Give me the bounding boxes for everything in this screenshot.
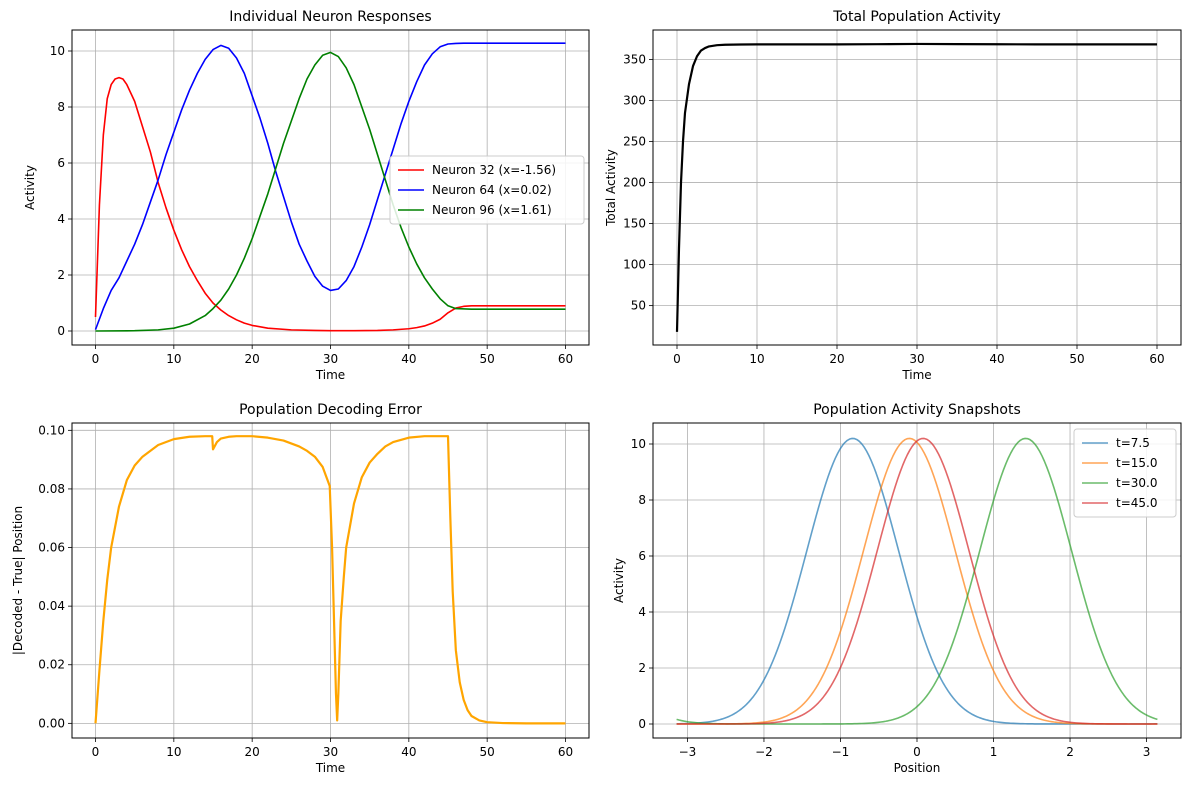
series-line-1 <box>94 76 566 332</box>
x-tick-label: 40 <box>989 352 1004 366</box>
y-tick-label: 0.04 <box>38 599 65 613</box>
y-tick-label: 0.06 <box>38 541 65 555</box>
x-tick-label: 20 <box>245 745 260 759</box>
legend-label: t=15.0 <box>1116 456 1157 470</box>
legend-box <box>389 155 585 225</box>
legend-box <box>1073 428 1177 518</box>
x-tick-label: 2 <box>1066 745 1074 759</box>
x-tick-label: 20 <box>245 352 260 366</box>
y-tick-label: 0.08 <box>38 482 65 496</box>
y-tick-label: 2 <box>638 661 646 675</box>
x-tick-label: 0 <box>673 352 681 366</box>
y-axis-label: Activity <box>23 165 37 210</box>
y-tick-label: 10 <box>50 44 65 58</box>
x-tick-label: 30 <box>323 745 338 759</box>
x-tick-label: 0 <box>92 352 100 366</box>
chart-4: −3 −2 −1 0 1 2 3 0 2 4 6 8 10 Population Activity Sna… <box>612 402 1182 775</box>
y-tick-label: 6 <box>638 549 646 563</box>
legend: Neuron 32 (x=-1.56) Neuron 64 (x=0.02) Neu… <box>389 155 585 225</box>
x-tick-label: 40 <box>401 352 416 366</box>
series-line-2 <box>94 42 566 330</box>
x-tick-label: 30 <box>909 352 924 366</box>
series-line-4 <box>676 437 1158 725</box>
y-tick-label: 0.10 <box>38 423 65 437</box>
x-tick-label: 60 <box>558 352 573 366</box>
y-tick-label: 150 <box>623 217 646 231</box>
y-axis-label: Total Activity <box>604 149 618 227</box>
chart-title: Individual Neuron Responses <box>229 9 431 25</box>
x-tick-label: −1 <box>832 745 850 759</box>
y-tick-label: 4 <box>638 605 646 619</box>
chart-title: Total Population Activity <box>832 9 1001 25</box>
x-tick-label: 50 <box>480 745 495 759</box>
y-tick-label: 0 <box>57 324 65 338</box>
x-axis-label: Time <box>315 761 345 775</box>
x-tick-label: 10 <box>166 745 181 759</box>
x-tick-label: 1 <box>990 745 998 759</box>
x-tick-label: −2 <box>755 745 773 759</box>
x-tick-label: 0 <box>913 745 921 759</box>
chart-3: 0 10 20 30 40 50 60 0.00 0.02 0.04 0.06 0.08 0.10 Pop… <box>11 402 590 775</box>
y-tick-label: 0.02 <box>38 658 65 672</box>
series-line-1 <box>675 42 1157 332</box>
chart-title: Population Activity Snapshots <box>813 402 1021 418</box>
x-tick-label: 0 <box>92 745 100 759</box>
legend-label: Neuron 96 (x=1.61) <box>432 203 552 217</box>
y-tick-label: 10 <box>631 437 646 451</box>
x-tick-label: 10 <box>749 352 764 366</box>
x-axis-label: Time <box>901 368 931 382</box>
x-axis-label: Time <box>315 368 345 382</box>
x-tick-label: 50 <box>480 352 495 366</box>
y-tick-label: 2 <box>57 268 65 282</box>
y-tick-label: 6 <box>57 156 65 170</box>
y-tick-label: 4 <box>57 212 65 226</box>
legend: t=7.5 t=15.0 t=30.0 t=45.0 <box>1073 428 1177 518</box>
x-tick-label: 20 <box>829 352 844 366</box>
chart-1: 0 10 20 30 40 50 60 0 2 4 6 8 10 Individual Neuron Re… <box>23 9 590 382</box>
y-tick-label: 50 <box>631 299 646 313</box>
x-tick-label: 60 <box>1149 352 1164 366</box>
x-tick-label: 50 <box>1069 352 1084 366</box>
y-tick-label: 8 <box>57 100 65 114</box>
legend-label: t=30.0 <box>1116 476 1157 490</box>
y-axis-label: Activity <box>612 558 626 603</box>
chart-title: Population Decoding Error <box>239 402 422 418</box>
x-tick-label: 30 <box>323 352 338 366</box>
y-tick-label: 350 <box>623 53 646 67</box>
x-tick-label: 3 <box>1143 745 1151 759</box>
y-tick-label: 8 <box>638 493 646 507</box>
y-axis-label: |Decoded - True| Position <box>11 506 25 655</box>
chart-2: 0 10 20 30 40 50 60 50 100 150 200 250 300 350 Total P… <box>604 9 1182 382</box>
x-tick-label: 10 <box>166 352 181 366</box>
legend-label: Neuron 64 (x=0.02) <box>432 183 552 197</box>
series-line-1 <box>94 435 566 725</box>
legend-label: Neuron 32 (x=-1.56) <box>432 163 556 177</box>
x-axis-label: Position <box>894 761 941 775</box>
x-tick-label: −3 <box>679 745 697 759</box>
legend-label: t=45.0 <box>1116 496 1157 510</box>
x-tick-label: 40 <box>401 745 416 759</box>
y-tick-label: 300 <box>623 94 646 108</box>
x-tick-label: 60 <box>558 745 573 759</box>
y-tick-label: 0.00 <box>38 716 65 730</box>
series-line-3 <box>95 51 566 332</box>
legend-label: t=7.5 <box>1116 436 1150 450</box>
y-tick-label: 100 <box>623 258 646 272</box>
y-tick-label: 250 <box>623 135 646 149</box>
y-tick-label: 200 <box>623 176 646 190</box>
y-tick-label: 0 <box>638 717 646 731</box>
